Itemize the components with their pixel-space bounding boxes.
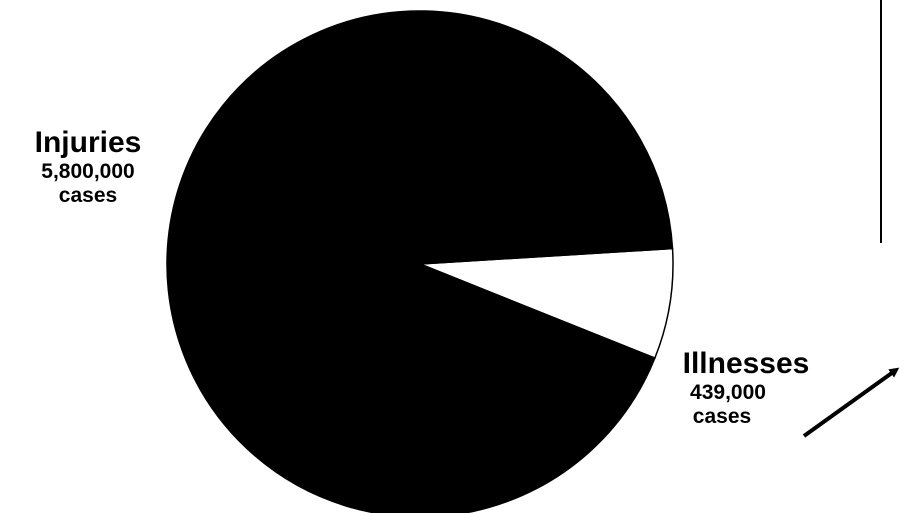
annotation-arrow — [802, 367, 900, 438]
pie-slice-injuries — [166, 10, 674, 513]
slice-name-illnesses: Illnesses — [682, 347, 810, 380]
pie-slices — [166, 10, 674, 513]
slice-unit-illnesses: cases — [692, 405, 752, 429]
slice-label-illnesses: Illnesses 439,000 cases — [656, 347, 836, 430]
slice-value-illnesses: 439,000 — [690, 380, 766, 404]
slice-name-injuries: Injuries — [34, 126, 142, 159]
frame-border-line — [880, 0, 882, 243]
slice-value-injuries: 5,800,000 — [41, 159, 135, 183]
slice-unit-injuries: cases — [58, 184, 118, 208]
pie-slice-illnesses — [419, 247, 674, 360]
slice-label-injuries: Injuries 5,800,000 cases — [0, 126, 176, 209]
